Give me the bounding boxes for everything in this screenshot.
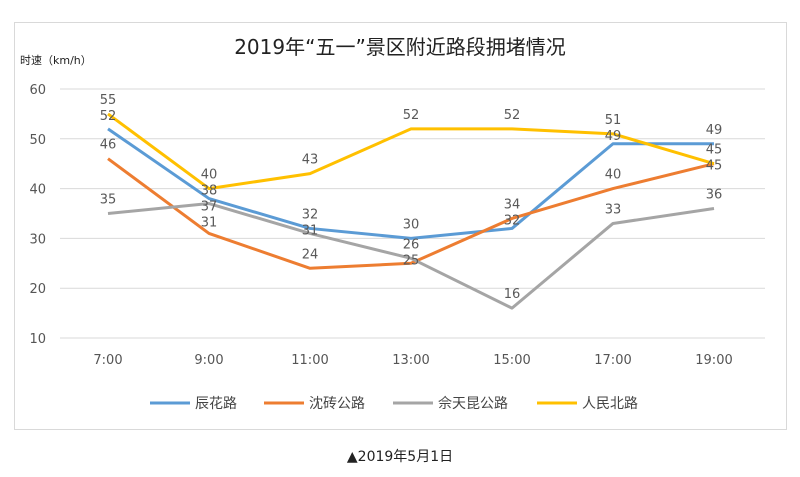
data-label: 32	[504, 213, 521, 228]
series-line-辰花路	[107, 127, 714, 240]
data-label: 31	[201, 216, 218, 231]
data-label: 37	[201, 200, 218, 215]
data-label: 46	[100, 138, 117, 153]
data-label: 51	[605, 113, 622, 128]
data-label: 43	[302, 153, 319, 168]
data-label: 35	[100, 193, 117, 208]
series-line-人民北路	[107, 112, 715, 191]
data-label: 49	[706, 123, 723, 138]
legend-label: 沈砖公路	[309, 396, 365, 412]
data-label: 16	[504, 287, 521, 302]
series-line-佘天昆公路	[107, 202, 715, 310]
y-tick-label: 30	[29, 232, 46, 247]
data-label: 34	[504, 197, 521, 212]
data-label: 30	[403, 217, 420, 232]
data-label: 45	[706, 143, 723, 158]
x-tick-label: 11:00	[291, 353, 328, 368]
y-axis-label: 时速（km/h）	[20, 54, 92, 67]
legend-label: 辰花路	[195, 396, 237, 412]
x-tick-label: 9:00	[194, 353, 223, 368]
y-tick-label: 20	[29, 282, 46, 297]
data-label: 49	[605, 129, 622, 144]
x-tick-label: 13:00	[392, 353, 429, 368]
legend-label: 人民北路	[582, 396, 638, 412]
data-label: 31	[302, 223, 319, 238]
data-label: 40	[605, 168, 622, 183]
x-tick-label: 19:00	[695, 353, 732, 368]
data-label: 52	[100, 109, 117, 124]
data-label: 52	[403, 108, 420, 123]
y-tick-label: 60	[29, 83, 46, 98]
data-label: 26	[403, 237, 420, 252]
y-tick-label: 10	[29, 332, 46, 347]
y-tick-label: 40	[29, 183, 46, 198]
data-label: 33	[605, 202, 622, 217]
data-label: 32	[302, 207, 319, 222]
chart-title: 2019年“五一”景区附近路段拥堵情况	[234, 35, 566, 59]
data-label: 36	[706, 188, 723, 203]
caption: ▲2019年5月1日	[346, 449, 454, 465]
series-line-沈砖公路	[107, 157, 715, 270]
data-label: 38	[201, 184, 218, 199]
data-label: 45	[706, 159, 723, 174]
data-label: 25	[403, 253, 420, 268]
legend-label: 佘天昆公路	[438, 395, 508, 412]
data-label: 40	[201, 168, 218, 183]
x-tick-label: 15:00	[493, 353, 530, 368]
chart-frame	[14, 22, 787, 430]
data-label: 24	[302, 247, 319, 262]
x-tick-label: 17:00	[594, 353, 631, 368]
y-tick-label: 50	[29, 133, 46, 148]
data-label: 52	[504, 108, 521, 123]
data-label: 55	[100, 93, 117, 108]
x-tick-label: 7:00	[93, 353, 122, 368]
